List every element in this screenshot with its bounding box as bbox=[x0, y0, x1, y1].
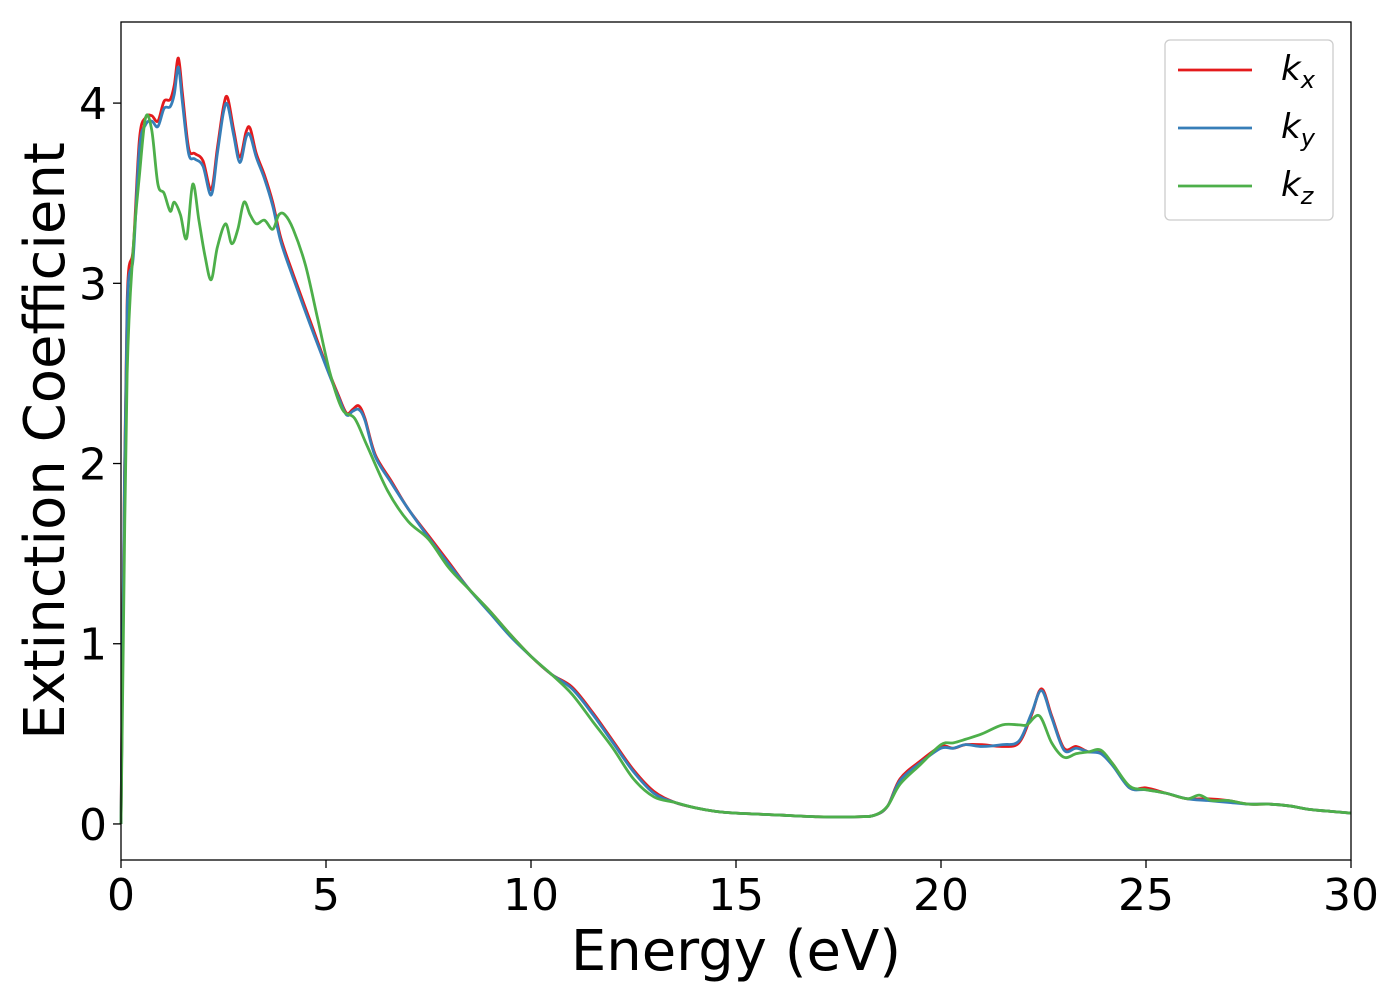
y-tick-label: 1 bbox=[79, 620, 107, 671]
legend-label-k_y: ky bbox=[1281, 107, 1316, 152]
legend-box bbox=[1164, 39, 1334, 221]
y-tick-label: 3 bbox=[79, 259, 107, 310]
y-axis: 0 1 2 3 4 bbox=[79, 79, 121, 851]
x-axis-label: Energy (eV) bbox=[571, 919, 901, 984]
legend: kx ky kz bbox=[1164, 39, 1334, 221]
series-layer bbox=[119, 56, 1352, 824]
y-tick-label: 2 bbox=[79, 440, 107, 491]
x-tick-label: 30 bbox=[1323, 870, 1379, 921]
y-axis-label: Extinction Coefficient bbox=[13, 142, 78, 740]
y-tick-label: 4 bbox=[79, 79, 107, 130]
x-tick-label: 15 bbox=[708, 870, 764, 921]
x-tick-label: 0 bbox=[107, 870, 135, 921]
legend-label-k_z: kz bbox=[1281, 165, 1315, 210]
series-line-k_z bbox=[119, 113, 1352, 824]
x-axis: 0 5 10 15 20 25 30 bbox=[107, 860, 1379, 921]
x-tick-label: 25 bbox=[1118, 870, 1174, 921]
y-tick-label: 0 bbox=[79, 800, 107, 851]
x-tick-label: 20 bbox=[913, 870, 969, 921]
legend-label-k_x: kx bbox=[1281, 49, 1316, 94]
x-tick-label: 10 bbox=[503, 870, 559, 921]
legend-items: kx ky kz bbox=[1178, 49, 1316, 210]
x-tick-label: 5 bbox=[312, 870, 340, 921]
